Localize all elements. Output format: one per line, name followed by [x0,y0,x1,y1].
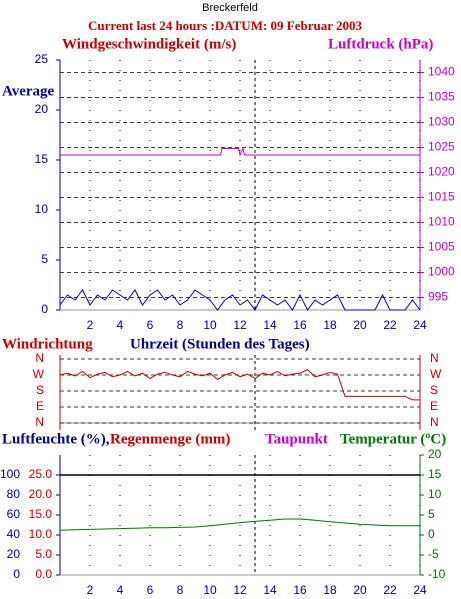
y2-tick-label: 1025 [428,140,455,154]
y2-tick-label: -5 [428,547,439,561]
x-tick-label: 20 [353,583,367,597]
series-line [59,369,420,401]
x-tick-label: 18 [323,583,337,597]
y2-tick-label: N [430,351,439,365]
x-tick-label: 20 [353,318,367,332]
temperature-label: Temperatur (ºC) [340,431,446,447]
y2-tick-label: 1035 [428,90,455,104]
y2-tick-label: N [430,415,439,429]
x-tick-label: 22 [383,583,397,597]
y-tick-label: 10 [35,202,49,216]
x-tick-label: 18 [323,318,337,332]
y-tick-label: 25 [35,52,49,66]
rain-label: Regenmenge (mm) [110,431,230,447]
y-tick-label: W [33,367,45,381]
x-axis-label: Uhrzeit (Stunden des Tages) [130,336,310,352]
annotation: Average [2,83,55,99]
y-tick-label: 0 [13,567,20,581]
page-title: Current last 24 hours :DATUM: 09 Februar… [88,18,363,33]
y-tick-label: E [36,399,44,413]
x-tick-label: 10 [203,583,217,597]
y2-tick-label: S [430,383,438,397]
wind-label: Windgeschwindigkeit (m/s) [62,36,236,52]
y2-tick-label: 995 [428,290,448,304]
y3-tick-label: 15.0 [29,507,53,521]
y-tick-label: S [36,383,44,397]
direction-label: Windrichtung [2,336,93,352]
y-tick-label: 20 [35,102,49,116]
x-tick-label: 16 [293,318,307,332]
y3-tick-label: 5.0 [35,547,52,561]
x-tick-label: 16 [293,583,307,597]
x-tick-label: 12 [233,583,247,597]
y2-tick-label: -10 [428,567,446,581]
y2-tick-label: 5 [428,507,435,521]
x-tick-label: 24 [413,318,427,332]
y3-tick-label: 10.0 [29,527,53,541]
y2-tick-label: 1015 [428,190,455,204]
y2-tick-label: 20 [428,447,442,461]
x-tick-label: 8 [177,318,184,332]
series-line [60,146,420,157]
x-tick-label: 24 [413,583,427,597]
x-tick-label: 2 [87,318,94,332]
y-tick-label: 100 [0,467,20,481]
y2-tick-label: 0 [428,527,435,541]
x-tick-label: 6 [147,583,154,597]
y2-tick-label: 1005 [428,240,455,254]
x-tick-label: 14 [263,318,277,332]
y2-tick-label: 10 [428,487,442,501]
y2-tick-label: E [430,399,438,413]
y-tick-label: N [35,415,44,429]
y-tick-label: 5 [41,252,48,266]
dewpoint-label: Taupunkt [265,431,328,447]
x-tick-label: 2 [87,583,94,597]
y3-tick-label: 25.0 [29,467,53,481]
x-tick-label: 12 [233,318,247,332]
y3-tick-label: 20.0 [29,487,53,501]
y-tick-label: 15 [35,152,49,166]
y2-tick-label: 1020 [428,165,455,179]
y2-tick-label: 1010 [428,215,455,229]
x-tick-label: 14 [263,583,277,597]
y-tick-label: 80 [7,487,21,501]
y-tick-label: 20 [7,547,21,561]
y-tick-label: 0 [41,302,48,316]
y-tick-label: 60 [7,507,21,521]
pressure-label: Luftdruck (hPa) [328,36,433,52]
y-tick-label: N [35,351,44,365]
x-tick-label: 6 [147,318,154,332]
y2-tick-label: 15 [428,467,442,481]
y2-tick-label: 1030 [428,115,455,129]
station: Breckerfeld [202,2,258,14]
y3-tick-label: 0.0 [35,567,52,581]
y-tick-label: 40 [7,527,21,541]
x-tick-label: 8 [177,583,184,597]
x-tick-label: 4 [117,318,124,332]
x-tick-label: 22 [383,318,397,332]
series-line [59,518,420,531]
y2-tick-label: 1040 [428,65,455,79]
x-tick-label: 10 [203,318,217,332]
series-line [59,289,421,311]
y2-tick-label: W [430,367,442,381]
y2-tick-label: 1000 [428,265,455,279]
humidity-label: Luftfeuchte (%), [2,431,110,447]
x-tick-label: 4 [117,583,124,597]
